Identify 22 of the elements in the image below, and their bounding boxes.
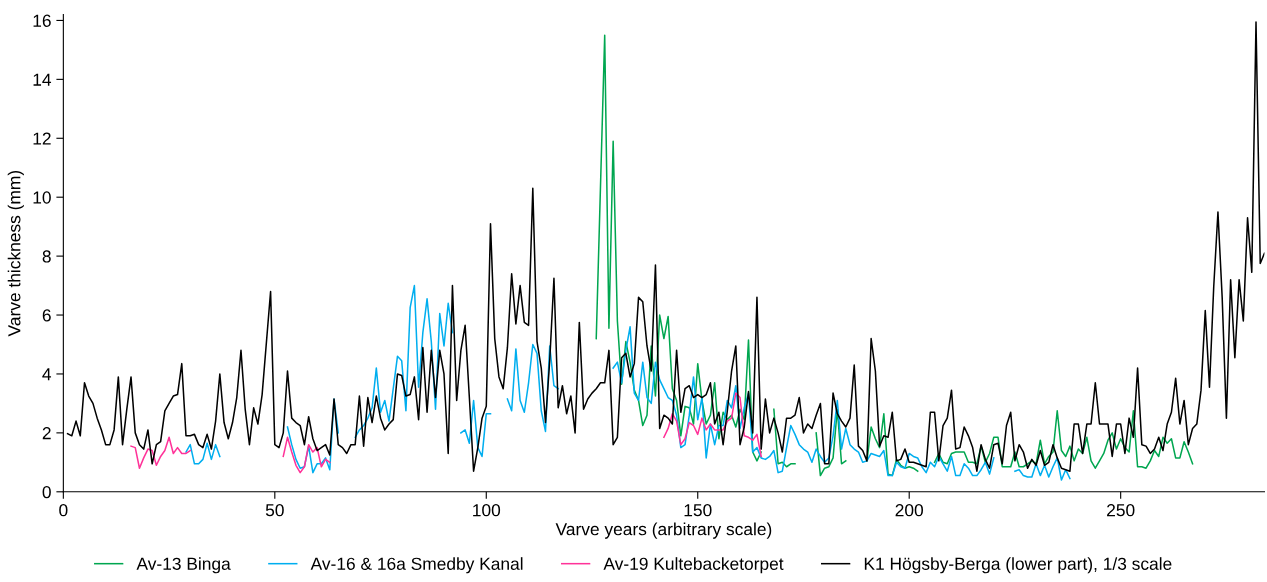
y-tick-label: 10 <box>33 191 51 204</box>
legend-label: Av-19 Kultebacketorpet <box>603 557 784 574</box>
legend-label: K1 Högsby-Berga (lower part), 1/3 scale <box>864 557 1172 574</box>
x-tick-label: 150 <box>684 504 712 517</box>
x-tick-label: 100 <box>473 504 501 517</box>
y-tick-label: 8 <box>42 250 51 263</box>
y-tick-label: 2 <box>42 427 51 440</box>
y-tick-label: 14 <box>33 73 52 86</box>
x-tick-label: 0 <box>59 504 68 517</box>
x-axis-title: Varve years (arbitrary scale) <box>555 522 772 539</box>
x-tick-label: 50 <box>265 504 284 517</box>
y-axis-title: Varve thickness (mm) <box>7 170 24 337</box>
y-tick-label: 0 <box>42 485 51 499</box>
x-tick-label: 200 <box>895 504 924 517</box>
legend-label: Av-16 & 16a Smedby Kanal <box>310 557 523 574</box>
y-tick-label: 12 <box>33 132 51 145</box>
y-tick-label: 4 <box>42 368 52 381</box>
line-series <box>66 21 1265 472</box>
legend-label: Av-13 Binga <box>136 557 231 574</box>
x-tick-label: 250 <box>1107 504 1135 517</box>
y-tick-label: 16 <box>33 14 51 27</box>
y-tick-label: 6 <box>42 309 51 322</box>
